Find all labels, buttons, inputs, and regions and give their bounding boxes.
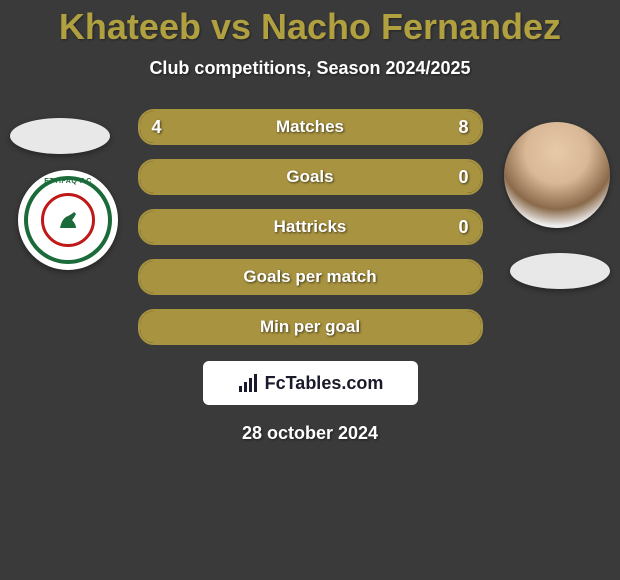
stat-bar-matches: 4 Matches 8 xyxy=(138,109,483,145)
player-right-club-badge-placeholder xyxy=(510,253,610,289)
stat-label: Hattricks xyxy=(140,217,481,237)
stat-label: Goals xyxy=(140,167,481,187)
brand-text: FcTables.com xyxy=(265,373,384,394)
stat-value-right: 0 xyxy=(458,167,468,188)
player-left-avatar-placeholder xyxy=(10,118,110,154)
page-title: Khateeb vs Nacho Fernandez xyxy=(0,0,620,48)
stat-label: Matches xyxy=(140,117,481,137)
stat-bar-hattricks: Hattricks 0 xyxy=(138,209,483,245)
stat-value-right: 0 xyxy=(458,217,468,238)
stat-value-right: 8 xyxy=(458,117,468,138)
chart-bars-icon xyxy=(237,372,259,394)
date-text: 28 october 2024 xyxy=(0,423,620,444)
stat-label: Goals per match xyxy=(140,267,481,287)
horse-icon xyxy=(54,206,82,234)
stat-bar-goals: Goals 0 xyxy=(138,159,483,195)
stat-bars-container: 4 Matches 8 Goals 0 Hattricks 0 Goals pe… xyxy=(138,109,483,345)
stat-bar-goals-per-match: Goals per match xyxy=(138,259,483,295)
club-badge-ring: ETTIFAQ F.C xyxy=(24,176,112,264)
page-subtitle: Club competitions, Season 2024/2025 xyxy=(0,58,620,79)
stat-label: Min per goal xyxy=(140,317,481,337)
player-right-avatar xyxy=(504,122,610,228)
brand-logo-box: FcTables.com xyxy=(203,361,418,405)
club-badge-text: ETTIFAQ F.C xyxy=(44,178,92,185)
player-left-club-badge: ETTIFAQ F.C xyxy=(18,170,118,270)
club-badge-horse-icon xyxy=(41,193,95,247)
stat-bar-min-per-goal: Min per goal xyxy=(138,309,483,345)
